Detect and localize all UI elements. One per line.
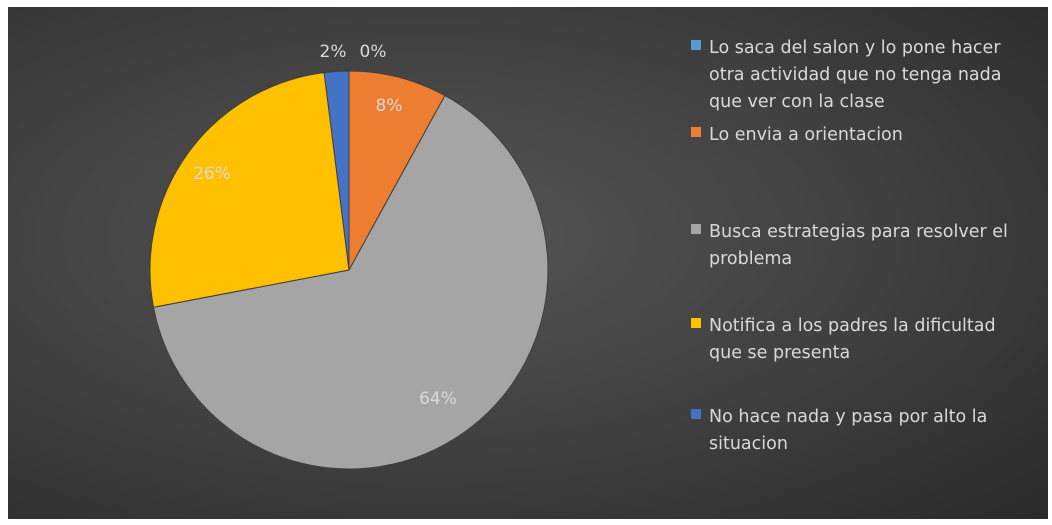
legend-label: Lo saca del salon y lo pone hacer otra a… bbox=[709, 38, 1002, 112]
legend-swatch bbox=[691, 127, 701, 137]
legend-label: No hace nada y pasa por alto la situacio… bbox=[709, 407, 988, 454]
legend-swatch bbox=[691, 318, 701, 328]
chart-legend: Lo saca del salon y lo pone hacer otra a… bbox=[691, 35, 1041, 485]
legend-label: Busca estrategias para resolver el probl… bbox=[709, 222, 1008, 269]
legend-label: Lo envia a orientacion bbox=[709, 125, 903, 145]
data-label-8-percent: 8% bbox=[376, 96, 403, 116]
pie-slice-26-percent bbox=[149, 72, 350, 308]
data-label-0-percent: 0% bbox=[360, 42, 387, 62]
data-label-2-percent: 2% bbox=[320, 42, 347, 62]
chart-area: 2% 0% 8% 64% 26% Lo saca del salon y lo pone… bbox=[8, 7, 1048, 519]
pie-slice-64-percent bbox=[152, 94, 549, 470]
data-label-64-percent: 64% bbox=[419, 389, 457, 409]
pie-slice-8-percent bbox=[348, 70, 446, 271]
legend-swatch bbox=[691, 40, 701, 50]
data-label-26-percent: 26% bbox=[193, 164, 231, 184]
legend-label: Notifica a los padres la dificultad que … bbox=[709, 316, 996, 363]
legend-swatch bbox=[691, 224, 701, 234]
pie-chart: 2% 0% 8% 64% 26% bbox=[149, 42, 549, 470]
legend-swatch bbox=[691, 409, 701, 419]
